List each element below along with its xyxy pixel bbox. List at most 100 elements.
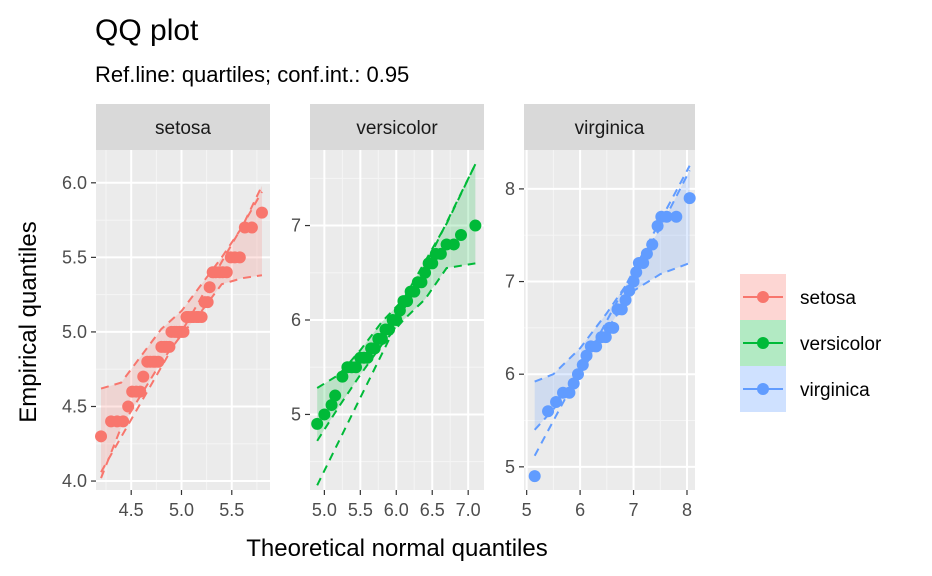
legend-item-virginica: virginica <box>740 366 870 412</box>
x-tick-label: 7 <box>629 500 639 520</box>
qq-point <box>528 470 541 483</box>
y-axis-title: Empirical quantiles <box>15 221 42 422</box>
qq-point <box>134 385 147 398</box>
qq-point <box>375 332 388 345</box>
qq-point <box>580 349 593 362</box>
qq-point <box>627 275 640 288</box>
panel-setosa: setosa 4.5 5.0 5.5 4.0 4.5 5.0 5.5 6.0 <box>62 104 270 520</box>
legend-key-point <box>757 383 769 395</box>
qq-point <box>630 266 643 279</box>
qq-point <box>607 321 620 334</box>
y-tick-label: 7 <box>505 272 515 292</box>
qq-point <box>318 408 331 421</box>
qq-point <box>426 257 439 270</box>
strip-label-versicolor: versicolor <box>356 118 438 139</box>
x-tick-label: 5.5 <box>348 500 373 520</box>
x-tick-label: 6 <box>575 500 585 520</box>
x-tick-label: 5.5 <box>219 500 244 520</box>
qq-point <box>683 192 696 205</box>
qq-point <box>137 370 150 383</box>
qq-point <box>95 430 108 443</box>
strip-label-setosa: setosa <box>155 118 211 139</box>
qq-point <box>117 415 130 428</box>
confidence-lower-line <box>100 274 263 479</box>
qq-point <box>329 389 342 402</box>
qq-point <box>454 229 467 241</box>
legend-item-setosa: setosa <box>740 274 856 320</box>
y-tick-label: 5 <box>505 457 515 477</box>
x-tick-label: 4.5 <box>119 500 144 520</box>
y-tick-label: 6.0 <box>62 173 87 193</box>
legend-item-versicolor: versicolor <box>740 320 882 366</box>
qq-point <box>383 323 396 336</box>
qq-point <box>469 219 482 232</box>
qq-point <box>361 351 374 364</box>
confidence-lower-line <box>533 262 691 431</box>
reference-line <box>316 163 477 486</box>
qq-point <box>336 370 349 383</box>
x-tick-label: 8 <box>682 500 692 520</box>
x-tick-label: 5.0 <box>312 500 337 520</box>
qq-point <box>599 331 612 344</box>
y-tick-label: 5.0 <box>62 322 87 342</box>
x-tick-label: 5.0 <box>169 500 194 520</box>
qq-point <box>311 417 324 430</box>
qq-point <box>401 295 414 308</box>
qq-point <box>220 266 233 279</box>
qq-point <box>434 247 447 260</box>
qq-point <box>615 303 628 316</box>
qq-point <box>201 296 214 309</box>
y-tick-label: 5.5 <box>62 247 87 267</box>
confidence-band <box>534 170 690 430</box>
qq-point <box>245 221 258 234</box>
legend-key-point <box>757 337 769 349</box>
x-tick-label: 6.5 <box>420 500 445 520</box>
qq-point <box>177 325 190 338</box>
qq-point <box>368 342 381 355</box>
qq-point <box>122 400 135 413</box>
qq-point <box>651 219 664 232</box>
qq-point <box>550 395 563 408</box>
qq-point <box>542 405 555 418</box>
qq-point <box>233 251 246 264</box>
panel-background <box>524 150 695 490</box>
qq-point <box>195 311 208 324</box>
qq-point <box>163 340 176 353</box>
legend-key-point <box>757 291 769 303</box>
qq-point <box>640 247 653 260</box>
qq-point <box>447 238 460 251</box>
qq-point <box>646 238 659 251</box>
strip-setosa <box>96 104 270 150</box>
x-tick-label: 7.0 <box>456 500 481 520</box>
qq-point <box>563 386 576 399</box>
y-tick-label: 5 <box>291 404 301 424</box>
x-tick-label: 6.0 <box>384 500 409 520</box>
strip-label-virginica: virginica <box>575 118 645 139</box>
qq-point <box>571 368 584 381</box>
qq-point <box>567 377 580 390</box>
x-axis-title: Theoretical normal quantiles <box>246 535 548 562</box>
qq-point <box>390 314 403 326</box>
chart-subtitle: Ref.line: quartiles; conf.int.: 0.95 <box>95 62 409 87</box>
y-tick-label: 6 <box>505 364 515 384</box>
y-tick-label: 6 <box>291 310 301 330</box>
qq-point <box>619 294 632 307</box>
legend-label: setosa <box>800 288 856 309</box>
qq-point <box>576 358 589 371</box>
legend: setosa versicolor virginica <box>740 274 882 412</box>
qq-point <box>325 399 338 411</box>
panel-versicolor: versicolor 5.0 5.5 6.0 6.5 7.0 5 6 7 <box>291 104 484 520</box>
qq-point <box>415 276 428 289</box>
chart-title: QQ plot <box>95 14 199 47</box>
strip-virginica <box>524 104 695 150</box>
panel-virginica: virginica 5 6 7 8 5 6 7 8 <box>505 104 696 520</box>
qq-point <box>623 284 636 297</box>
qq-point <box>393 304 406 317</box>
qq-point <box>419 266 432 279</box>
qq-point <box>350 361 363 374</box>
legend-label: versicolor <box>800 334 882 355</box>
y-tick-label: 4.0 <box>62 471 87 491</box>
qq-point <box>408 285 421 298</box>
